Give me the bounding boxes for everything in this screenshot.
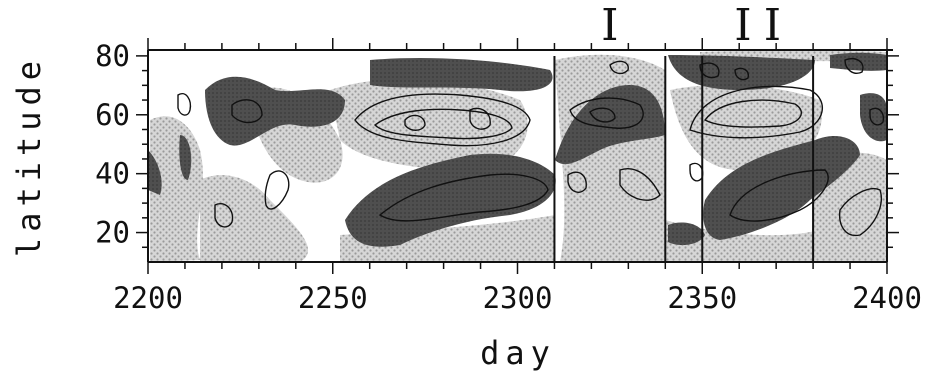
field-shading (148, 50, 887, 262)
contour-lines (177, 58, 885, 237)
strong-region-8 (668, 222, 705, 246)
strong-region-5 (345, 153, 556, 247)
x-tick-label: 2350 (667, 281, 737, 315)
y-tick-label: 80 (95, 39, 130, 73)
period-marker: I (734, 0, 751, 51)
strong-region-3 (179, 135, 192, 180)
weak-region-2 (200, 175, 309, 262)
axes (136, 38, 899, 274)
strong-region-1 (205, 76, 345, 146)
strong-region-6 (555, 85, 665, 165)
weak-region-4 (330, 79, 528, 170)
period-marker: I (601, 0, 618, 51)
y-tick-label: 40 (95, 157, 130, 191)
weak-region-5 (340, 215, 555, 262)
strong-region-10 (860, 93, 887, 142)
y-tick-labels: 20 40 60 80 (95, 39, 130, 250)
period-marker: I (764, 0, 781, 51)
x-tick-label: 2200 (113, 281, 183, 315)
x-axis-label: day (480, 334, 556, 372)
strong-region-2 (148, 150, 162, 195)
weak-region-8 (665, 220, 820, 262)
strong-region-9 (703, 135, 860, 240)
strong-region-4 (370, 58, 553, 92)
y-tick-label: 60 (95, 98, 130, 132)
y-tick-label: 20 (95, 216, 130, 250)
x-tick-label: 2250 (298, 281, 368, 315)
x-tick-label: 2300 (483, 281, 553, 315)
y-axis-label: latitude (10, 55, 48, 257)
vertical-reference-lines (553, 56, 815, 262)
strong-region-11 (830, 52, 887, 71)
x-tick-labels: 2200 2250 2300 2350 2400 (113, 281, 922, 315)
x-tick-label: 2400 (852, 281, 922, 315)
